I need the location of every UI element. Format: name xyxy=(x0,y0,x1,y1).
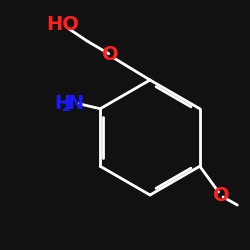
Text: O: O xyxy=(102,46,118,64)
Text: H: H xyxy=(54,94,70,113)
Text: HO: HO xyxy=(46,16,79,34)
Text: 2: 2 xyxy=(62,101,71,114)
Text: N: N xyxy=(67,94,83,113)
Text: O: O xyxy=(213,186,229,204)
